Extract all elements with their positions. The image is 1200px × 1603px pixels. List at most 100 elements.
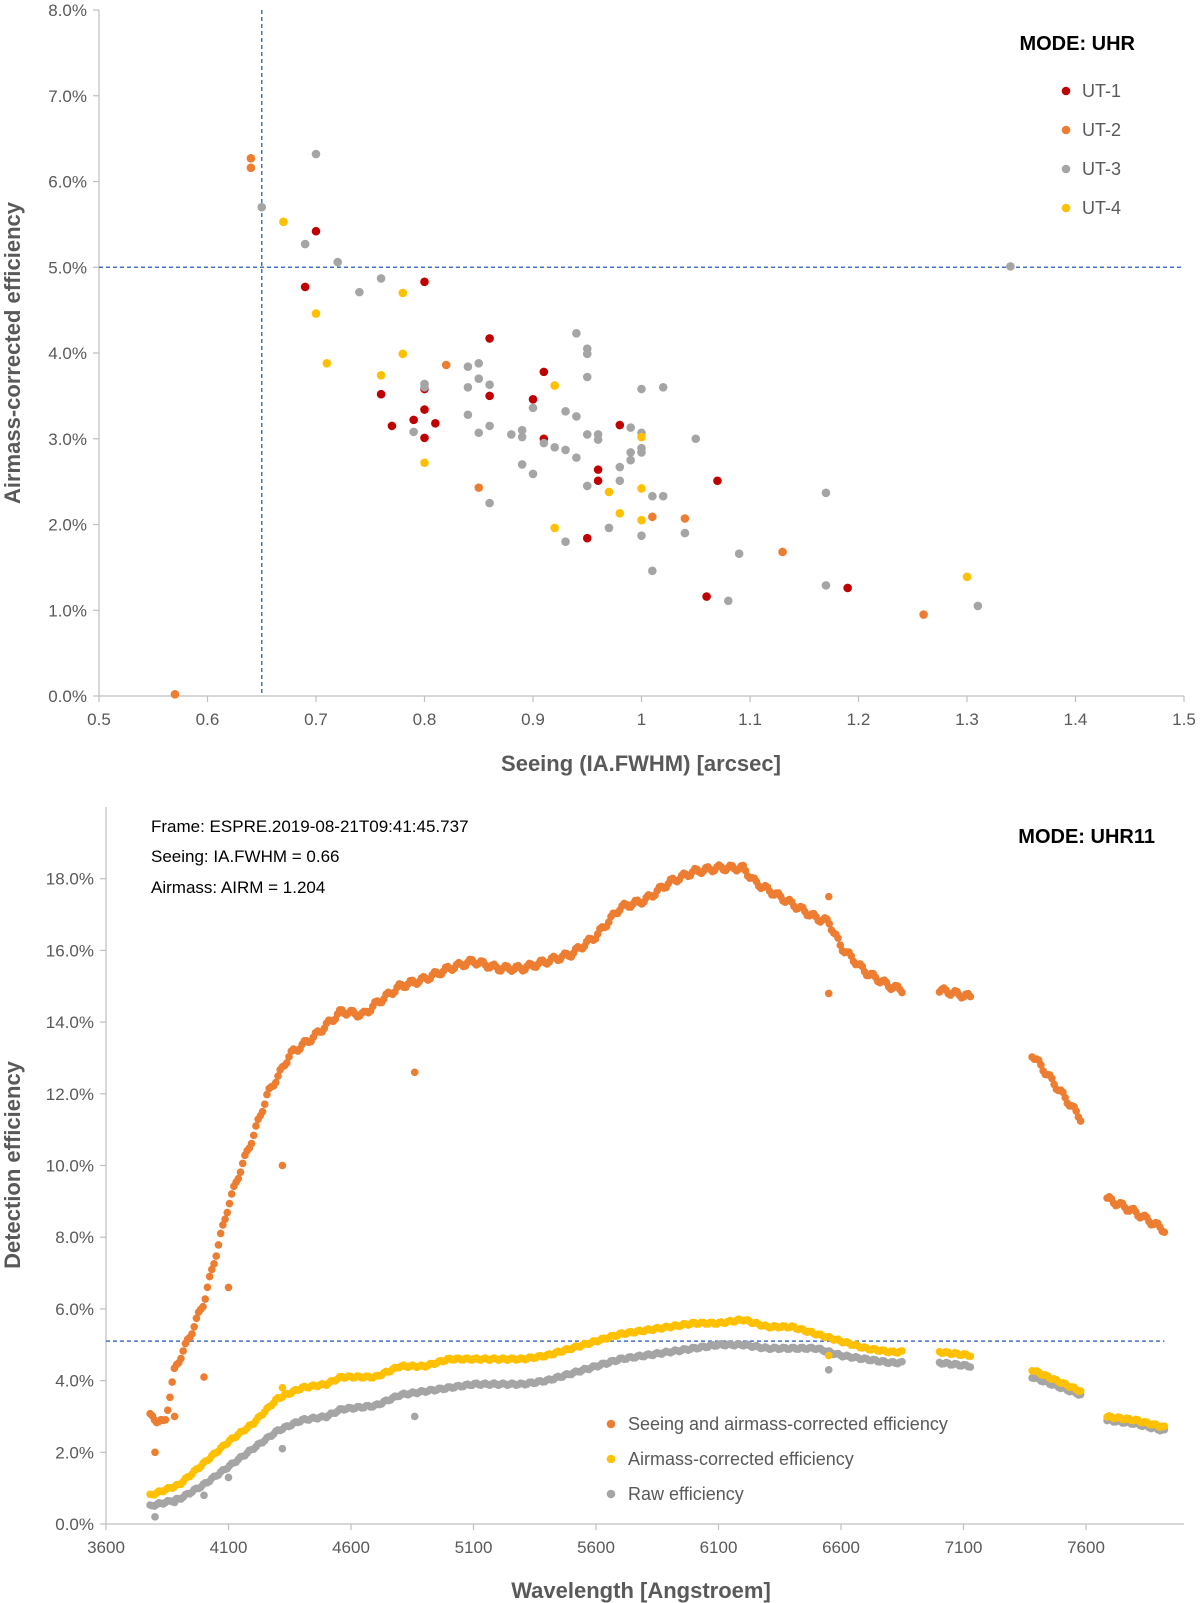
x-tick-label: 5100 — [455, 1538, 493, 1557]
data-point-raw-efficiency — [224, 1473, 233, 1482]
legend: UT-1 UT-2 UT-3 UT-4 — [1061, 81, 1121, 218]
x-tick-label: 1.1 — [738, 710, 762, 729]
data-point-ut-4 — [398, 349, 408, 359]
data-point-seeing-and-airmass-corrected-efficiency — [199, 1302, 207, 1311]
data-point-ut-1 — [582, 533, 592, 543]
data-point-ut-1 — [420, 405, 429, 414]
data-point-ut-3 — [572, 453, 581, 462]
data-point-ut-1 — [420, 277, 429, 287]
legend-label: UT-4 — [1082, 198, 1121, 218]
data-point-ut-3 — [637, 531, 646, 540]
data-point-ut-2 — [680, 514, 690, 523]
data-point-seeing-and-airmass-corrected-efficiency — [1037, 1061, 1045, 1069]
data-point-seeing-and-airmass-corrected-efficiency — [249, 1131, 258, 1140]
data-point-ut-3 — [409, 427, 418, 437]
data-point-ut-1 — [420, 433, 429, 443]
data-point-seeing-and-airmass-corrected-efficiency — [227, 1190, 236, 1198]
legend-label: Raw efficiency — [628, 1484, 744, 1504]
data-point-ut-4 — [322, 358, 332, 368]
data-point-seeing-and-airmass-corrected-efficiency — [1160, 1228, 1169, 1236]
data-point-seeing-and-airmass-corrected-efficiency — [410, 1068, 419, 1077]
y-tick-label: 4.0% — [48, 344, 87, 363]
data-point-ut-3 — [463, 362, 473, 372]
data-point-ut-1 — [431, 419, 440, 428]
x-tick-label: 5600 — [577, 1538, 615, 1557]
data-point-seeing-and-airmass-corrected-efficiency — [1076, 1117, 1085, 1125]
data-point-ut-3 — [420, 383, 429, 392]
data-point-ut-2 — [474, 483, 484, 492]
data-point-ut-4 — [615, 509, 625, 518]
data-point-seeing-and-airmass-corrected-efficiency — [161, 1416, 170, 1424]
y-tick-label: 8.0% — [48, 1, 87, 20]
data-point-seeing-and-airmass-corrected-efficiency — [192, 1314, 201, 1323]
data-point-seeing-and-airmass-corrected-efficiency — [1072, 1107, 1080, 1115]
data-point-seeing-and-airmass-corrected-efficiency — [836, 941, 845, 949]
data-point-ut-3 — [615, 462, 625, 472]
x-tick-label: 0.9 — [521, 710, 545, 729]
data-point-seeing-and-airmass-corrected-efficiency — [224, 1283, 233, 1292]
data-point-raw-efficiency — [966, 1363, 975, 1371]
data-point-seeing-and-airmass-corrected-efficiency — [203, 1283, 212, 1292]
data-point-ut-3 — [658, 491, 668, 501]
data-point-ut-2 — [441, 360, 451, 370]
x-tick-label: 4100 — [210, 1538, 248, 1557]
data-point-ut-3 — [734, 549, 744, 558]
data-point-ut-4 — [376, 370, 386, 380]
legend-marker — [1061, 86, 1071, 96]
data-point-ut-4 — [311, 309, 321, 318]
data-point-ut-1 — [387, 421, 397, 431]
data-point-ut-3 — [517, 460, 527, 469]
data-point-ut-3 — [658, 383, 668, 392]
data-point-ut-4 — [550, 381, 559, 390]
data-point-ut-1 — [409, 415, 418, 425]
chart-seeing-vs-efficiency: 0.5 0.6 0.7 0.8 0.9 1 1.1 1.2 1.3 1.4 1.5 0.0% 1.0% 2… — [0, 1, 1196, 776]
data-point-ut-4 — [637, 515, 646, 525]
data-point-ut-3 — [648, 491, 657, 501]
x-tick-label: 4600 — [332, 1538, 370, 1557]
data-point-ut-3 — [528, 469, 538, 479]
y-tick-label: 2.0% — [55, 1443, 94, 1462]
data-point-ut-3 — [593, 435, 603, 444]
legend-label: Airmass-corrected efficiency — [628, 1449, 854, 1469]
y-tick-label: 0.0% — [48, 687, 87, 706]
data-point-ut-1 — [615, 420, 625, 430]
data-point-ut-3 — [550, 443, 559, 452]
frame-annotation: Frame: ESPRE.2019-08-21T09:41:45.737 — [151, 817, 469, 836]
data-point-ut-3 — [572, 328, 581, 338]
data-point-seeing-and-airmass-corrected-efficiency — [258, 1107, 267, 1116]
data-point-seeing-and-airmass-corrected-efficiency — [168, 1378, 176, 1386]
y-tick-label: 0.0% — [55, 1515, 94, 1534]
data-point-ut-2 — [246, 154, 256, 163]
legend-marker — [1061, 125, 1071, 135]
x-tick-label: 0.8 — [413, 710, 437, 729]
data-point-ut-3 — [626, 448, 635, 457]
y-axis-title: Detection efficiency — [0, 1060, 25, 1269]
x-tick-label: 6100 — [700, 1538, 738, 1557]
legend-label: UT-1 — [1082, 81, 1121, 101]
legend-marker — [1061, 164, 1071, 174]
data-point-seeing-and-airmass-corrected-efficiency — [166, 1393, 174, 1402]
y-tick-label: 3.0% — [48, 430, 87, 449]
data-point-ut-3 — [604, 523, 614, 533]
data-point-seeing-and-airmass-corrected-efficiency — [274, 1072, 282, 1080]
data-point-ut-3 — [463, 383, 473, 392]
legend-marker — [1061, 203, 1071, 213]
y-tick-label: 6.0% — [48, 173, 87, 192]
data-point-ut-3 — [637, 384, 646, 394]
data-point-seeing-and-airmass-corrected-efficiency — [170, 1412, 179, 1421]
data-point-seeing-and-airmass-corrected-efficiency — [201, 1295, 210, 1303]
legend-marker — [606, 1454, 616, 1464]
x-tick-label: 3600 — [87, 1538, 125, 1557]
data-point-ut-3 — [474, 428, 484, 438]
data-point-ut-1 — [485, 334, 494, 343]
data-point-seeing-and-airmass-corrected-efficiency — [210, 1260, 218, 1268]
data-point-ut-4 — [962, 572, 972, 582]
data-point-ut-3 — [474, 374, 484, 384]
data-point-ut-4 — [420, 458, 429, 468]
x-tick-label: 1.4 — [1064, 710, 1088, 729]
legend-marker — [606, 1489, 616, 1499]
data-point-raw-efficiency — [898, 1357, 906, 1366]
data-point-ut-3 — [1006, 262, 1015, 271]
data-point-ut-3 — [485, 380, 494, 390]
data-point-ut-4 — [604, 487, 614, 497]
